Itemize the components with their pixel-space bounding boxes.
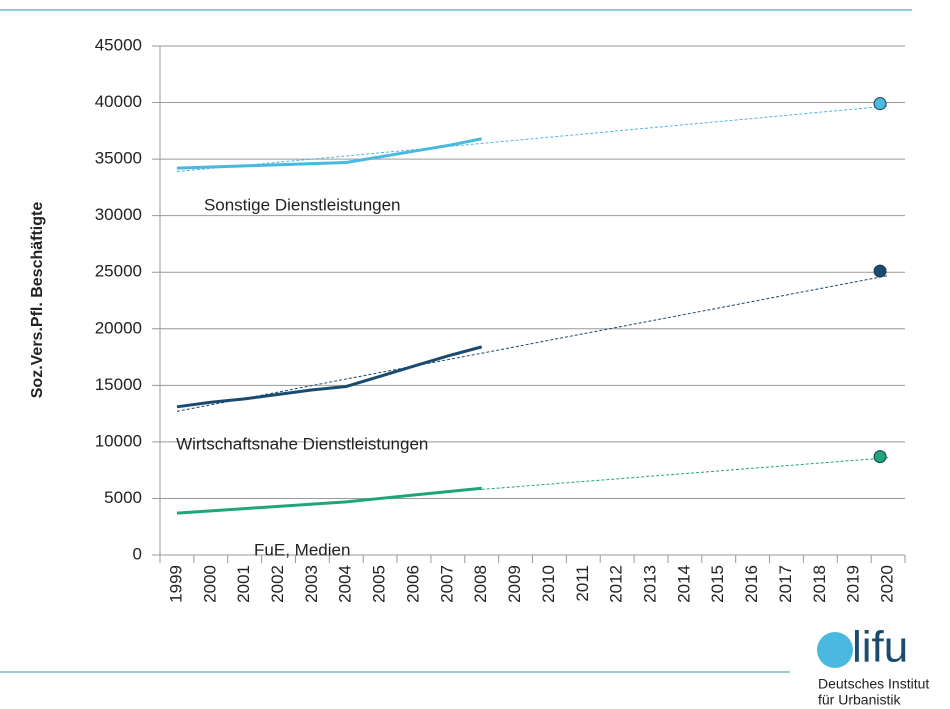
x-tick-label: 2007 [437,565,456,603]
y-tick-label: 25000 [95,262,142,281]
series-label: FuE, Medien [254,541,350,560]
x-tick-label: 2002 [268,565,287,603]
series-label: Sonstige Dienstleistungen [204,196,401,215]
trend-line [481,457,889,490]
x-tick-label: 2013 [641,565,660,603]
x-tick-label: 1999 [166,565,185,603]
x-tick-label: 2005 [370,565,389,603]
series-line [176,486,482,515]
trend-line [176,275,889,412]
series-line [176,345,483,409]
y-tick-label: 40000 [95,92,142,111]
y-tick-label: 5000 [104,488,142,507]
y-tick-label: 10000 [95,431,142,450]
y-tick-label: 45000 [95,35,142,54]
x-tick-label: 2011 [573,565,592,602]
x-tick-label: 2001 [234,565,253,603]
y-axis-title: Soz.Vers.Pfl. Beschäftigte [29,202,46,399]
y-tick-label: 20000 [95,318,142,337]
x-tick-label: 2019 [844,565,863,603]
x-tick-label: 2003 [302,565,321,603]
x-tick-label: 2000 [200,565,219,603]
y-tick-label: 15000 [95,375,142,394]
logo-mark: lifu [852,623,908,672]
x-tick-label: 2014 [674,565,693,603]
trend-line [176,105,889,173]
y-tick-label: 0 [133,544,142,563]
x-tick-label: 2020 [878,565,897,603]
y-tick-label: 35000 [95,149,142,168]
logo-dot [817,632,853,668]
target-point [873,264,887,278]
x-tick-label: 2009 [505,565,524,603]
logo-line: für Urbanistik [818,692,901,708]
x-tick-label: 2006 [403,565,422,603]
target-point [873,97,887,111]
x-tick-label: 2018 [810,565,829,603]
x-tick-label: 2015 [708,565,727,603]
target-point [873,450,887,464]
series-label: Wirtschaftsnahe Dienstleistungen [176,434,428,453]
logo-line: Deutsches Institut [818,676,929,692]
x-tick-label: 2012 [607,565,626,603]
series-line [176,137,482,170]
x-tick-label: 2008 [471,565,490,603]
x-tick-label: 2010 [539,565,558,603]
x-tick-label: 2004 [336,565,355,603]
x-tick-label: 2016 [742,565,761,603]
x-tick-label: 2017 [776,565,795,603]
y-tick-label: 30000 [95,205,142,224]
